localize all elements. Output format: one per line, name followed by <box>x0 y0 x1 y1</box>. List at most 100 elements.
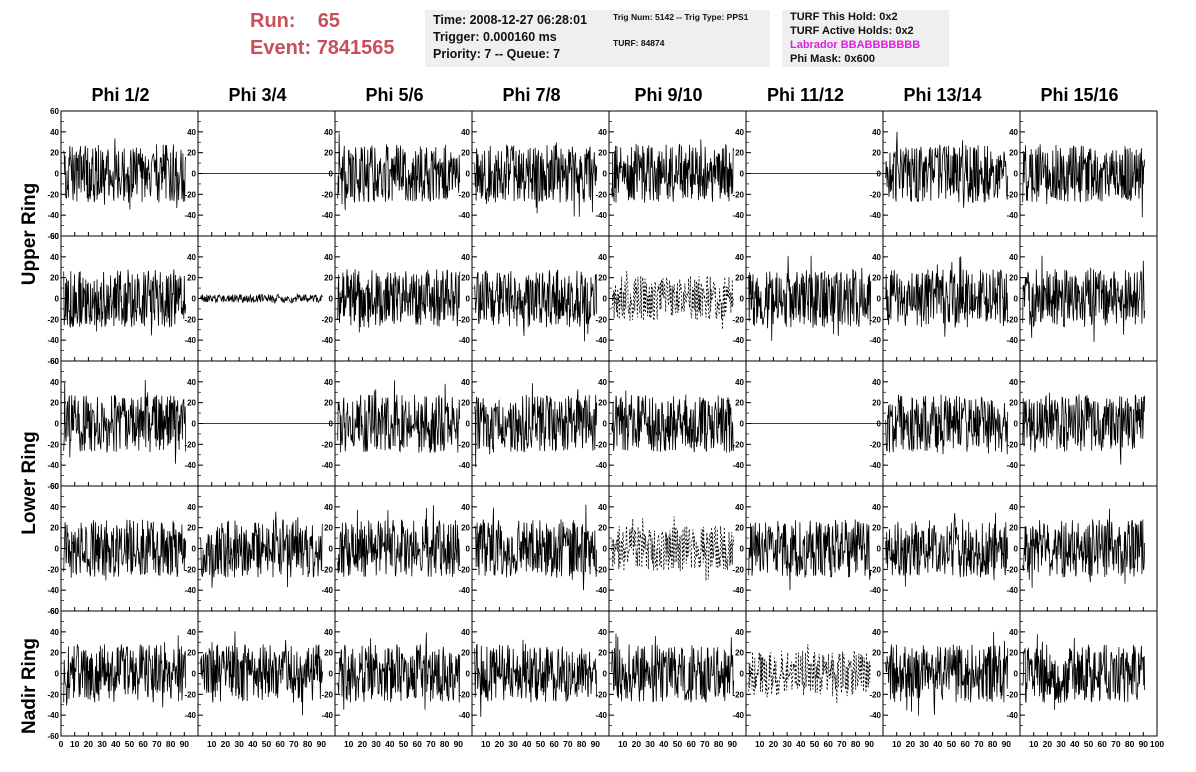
y-tick-label: 20 <box>324 149 333 158</box>
y-tick-label: 40 <box>187 128 196 137</box>
y-tick-label: -20 <box>595 565 607 574</box>
y-tick-label: -20 <box>869 190 881 199</box>
turf-info-box: TURF This Hold: 0x2 TURF Active Holds: 0… <box>782 10 949 67</box>
y-tick-label: -20 <box>184 315 196 324</box>
y-tick-label: 0 <box>603 295 608 304</box>
turf-active-holds-text: TURF Active Holds: 0x2 <box>790 25 914 37</box>
waveform-trace <box>611 633 735 703</box>
y-tick-label: -60 <box>47 232 59 241</box>
y-tick-label: 20 <box>872 149 881 158</box>
y-tick-label: -20 <box>47 440 59 449</box>
y-tick-label: 0 <box>1014 295 1019 304</box>
x-tick-label: 10 <box>70 739 80 749</box>
y-tick-label: -40 <box>595 211 607 220</box>
y-tick-label: 20 <box>735 274 744 283</box>
waveform-trace <box>885 394 1009 455</box>
y-tick-label: 40 <box>50 628 59 637</box>
waveform-trace <box>474 269 598 342</box>
waveform-trace <box>885 256 1009 337</box>
y-tick-label: -40 <box>321 711 333 720</box>
x-tick-label: 20 <box>495 739 505 749</box>
y-tick-label: 40 <box>324 503 333 512</box>
x-tick-label: 50 <box>947 739 957 749</box>
y-tick-label: -20 <box>1006 565 1018 574</box>
x-tick-label: 90 <box>865 739 875 749</box>
y-tick-label: 20 <box>735 149 744 158</box>
x-tick-label: 30 <box>97 739 107 749</box>
y-tick-label: 0 <box>740 170 745 179</box>
x-tick-label: 20 <box>769 739 779 749</box>
y-tick-label: -20 <box>321 565 333 574</box>
x-tick-label: 30 <box>919 739 929 749</box>
y-tick-label: -40 <box>869 461 881 470</box>
y-tick-label: 0 <box>329 170 334 179</box>
turf-this-hold-text: TURF This Hold: 0x2 <box>790 11 898 23</box>
waveform-trace <box>63 138 187 210</box>
y-tick-label: 0 <box>466 170 471 179</box>
y-tick-label: 20 <box>598 399 607 408</box>
y-tick-label: 60 <box>50 107 59 116</box>
y-tick-label: -20 <box>595 440 607 449</box>
y-tick-label: 60 <box>50 607 59 616</box>
y-tick-label: -40 <box>184 711 196 720</box>
y-tick-label: -40 <box>1006 211 1018 220</box>
y-tick-label: 0 <box>55 545 60 554</box>
x-tick-label: 80 <box>988 739 998 749</box>
y-tick-label: 0 <box>192 670 197 679</box>
x-tick-label: 70 <box>837 739 847 749</box>
x-tick-label: 70 <box>563 739 573 749</box>
y-tick-label: -20 <box>184 190 196 199</box>
x-tick-label: 40 <box>522 739 532 749</box>
event-label: Event: <box>250 37 312 59</box>
column-title-phi-7-8: Phi 7/8 <box>502 85 561 105</box>
y-tick-label: -20 <box>732 190 744 199</box>
y-tick-label: -20 <box>458 440 470 449</box>
y-tick-label: -60 <box>47 357 59 366</box>
y-tick-label: -20 <box>1006 190 1018 199</box>
x-tick-label: 30 <box>645 739 655 749</box>
waveform-trace <box>337 133 461 211</box>
y-tick-label: 40 <box>50 253 59 262</box>
y-tick-label: 0 <box>329 545 334 554</box>
y-tick-label: 40 <box>50 503 59 512</box>
y-tick-label: -40 <box>458 336 470 345</box>
y-tick-label: 0 <box>466 295 471 304</box>
x-tick-label: 40 <box>111 739 121 749</box>
y-tick-label: 40 <box>598 628 607 637</box>
y-tick-label: -40 <box>321 336 333 345</box>
x-tick-label: 80 <box>166 739 176 749</box>
y-tick-label: 40 <box>187 503 196 512</box>
column-title-phi-11-12: Phi 11/12 <box>766 85 845 105</box>
x-tick-label: 90 <box>728 739 738 749</box>
waveform-trace <box>1022 144 1146 218</box>
y-tick-label: 20 <box>50 399 59 408</box>
y-tick-label: -20 <box>732 315 744 324</box>
y-tick-label: 0 <box>877 170 882 179</box>
y-tick-label: -40 <box>184 586 196 595</box>
panel-frame <box>60 485 199 612</box>
waveform-trace <box>748 255 872 341</box>
x-tick-label: 20 <box>906 739 916 749</box>
y-tick-label: 40 <box>461 628 470 637</box>
y-tick-label: -40 <box>1006 711 1018 720</box>
y-tick-label: -40 <box>595 586 607 595</box>
y-tick-label: -40 <box>1006 586 1018 595</box>
column-title-phi-3-4: Phi 3/4 <box>228 85 287 105</box>
y-tick-label: -40 <box>184 211 196 220</box>
y-tick-label: 0 <box>1014 170 1019 179</box>
run-event-box: Run: 65 Event: 7841565 <box>250 8 395 62</box>
y-tick-label: 20 <box>324 524 333 533</box>
waveform-trace <box>1022 508 1146 588</box>
x-tick-label: 80 <box>851 739 861 749</box>
y-tick-label: 20 <box>1009 149 1018 158</box>
y-tick-label: -40 <box>1006 336 1018 345</box>
y-tick-label: -20 <box>458 315 470 324</box>
y-tick-label: 20 <box>872 274 881 283</box>
y-tick-label: 0 <box>1014 420 1019 429</box>
y-tick-label: -40 <box>47 336 59 345</box>
x-tick-label: 10 <box>755 739 765 749</box>
y-tick-label: -20 <box>869 565 881 574</box>
y-tick-label: 0 <box>877 420 882 429</box>
waveform-trace <box>200 293 324 305</box>
waveform-trace <box>611 139 735 203</box>
